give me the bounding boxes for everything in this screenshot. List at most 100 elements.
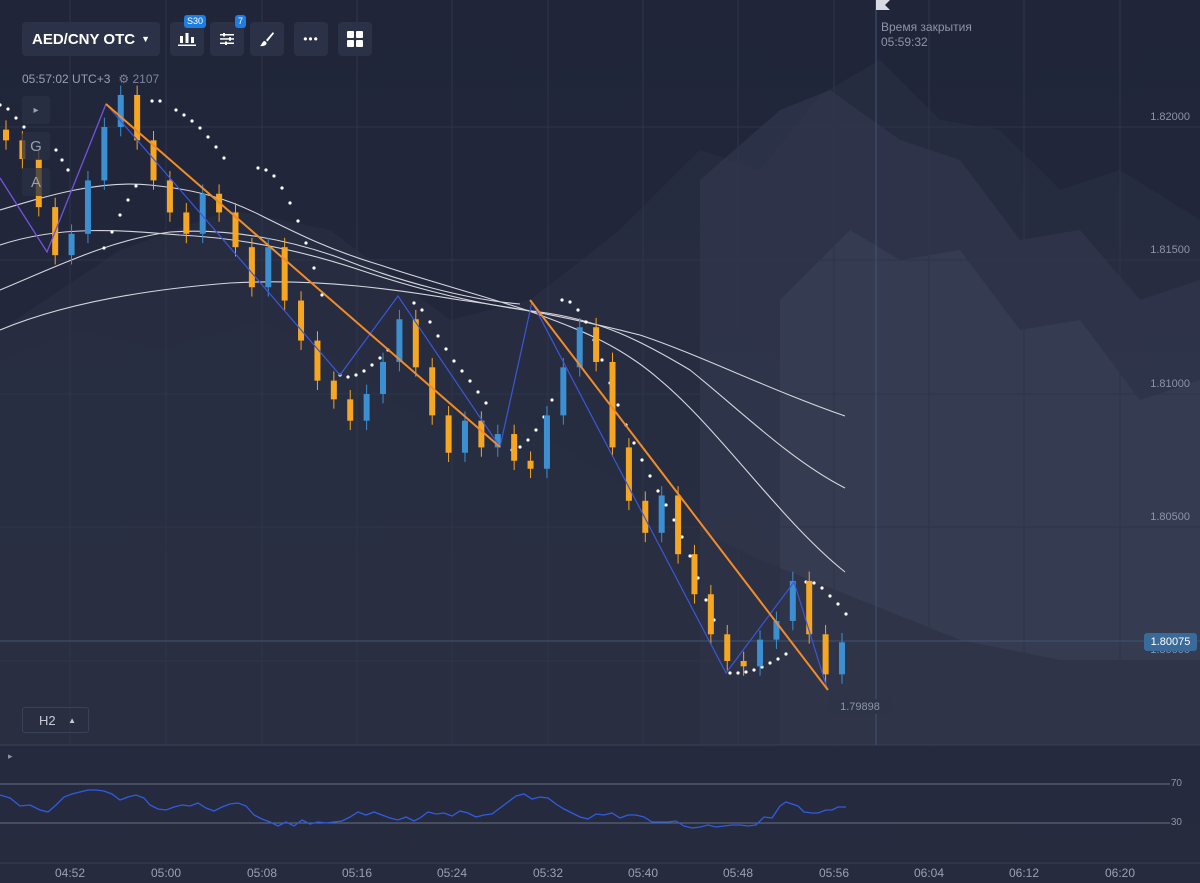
price-axis-label: 1.82000 [1150,111,1190,123]
candle-body [691,554,698,595]
candle-body [84,180,91,234]
candle-body [839,642,845,675]
chart-type-badge: S30 [183,15,206,28]
candle-body [199,193,206,234]
moving-averages [0,183,846,573]
candle-body [265,247,272,288]
tool-a-button[interactable]: A [22,168,50,196]
rsi-level-label: 70 [1170,778,1182,789]
candle-body [707,594,714,635]
candle-body [740,661,747,667]
candle-body [166,180,173,213]
time-axis-label: 05:48 [722,866,754,880]
tool-a-label: A [30,173,41,191]
close-time-label: Время закрытия [881,20,972,34]
flag-icon [876,0,890,10]
drawing-tools-button[interactable] [250,22,284,56]
candle-body [298,300,305,341]
tool-g-button[interactable]: G [22,132,50,160]
indicators-button[interactable]: 7 [210,15,246,56]
candle-body [68,233,75,256]
candle-body [461,420,468,453]
indicators-badge: 7 [234,15,246,28]
chevron-right-icon: ▸ [33,104,39,116]
candle-body [314,340,321,381]
candle-body [527,460,534,469]
candle-body [380,361,387,394]
brush-icon [260,32,274,47]
zigzag-line-left [0,103,107,254]
sliders-icon [220,33,234,45]
server-time-row: 05:57:02 UTC+3 ⚙ 2107 [22,72,159,86]
candle-body [822,634,829,675]
time-axis-label: 06:20 [1104,866,1136,880]
tool-g-label: G [30,137,42,155]
candle-body [150,140,157,181]
candle-body [609,361,616,448]
candle-body [675,495,682,555]
candle-body [232,212,239,248]
current-price-tag: 1.80075 [1144,633,1197,651]
expand-panel-button[interactable]: ▸ [22,96,50,124]
candle-body [183,212,190,234]
candle-body [543,415,550,469]
candle-body [3,129,9,141]
time-axis-label: 05:08 [246,866,278,880]
caret-down-icon: ▼ [141,34,150,44]
time-axis-label: 06:04 [913,866,945,880]
caret-up-icon: ▲ [68,715,76,725]
chart-type-button[interactable]: S30 [170,15,206,56]
time-axis-label: 05:16 [341,866,373,880]
time-axis-label: 05:24 [436,866,468,880]
candle-body [576,327,583,368]
candle-body [117,94,124,127]
candle-body [642,500,649,533]
asset-selector[interactable]: AED/CNY OTC ▼ [22,22,160,56]
timeframe-label: H2 [39,712,56,728]
candle-body [330,380,337,400]
candle-body [412,319,419,368]
candle-body [494,434,501,448]
rsi-panel [0,783,1170,829]
indicator-panel-toggle-icon[interactable]: ▸ [8,751,13,761]
candle-body [281,247,288,301]
time-axis-label: 05:00 [150,866,182,880]
time-axis-label: 05:40 [627,866,659,880]
candle-body [445,415,452,453]
candle-body [429,367,436,416]
candle-body [511,434,518,461]
min-price-tag: 1.79898 [828,699,892,714]
candle-body [773,620,780,640]
candle-body [101,127,108,181]
close-time-value: 05:59:32 [881,35,928,49]
server-time: 05:57:02 UTC+3 [22,72,111,86]
rsi-level-label: 30 [1170,817,1182,828]
online-users-count: 2107 [132,72,160,86]
layout-button[interactable] [338,22,372,56]
candles-icon [178,33,196,46]
candle-body [724,634,731,661]
time-axis-label: 04:52 [54,866,86,880]
price-axis-label: 1.81500 [1150,244,1190,256]
grid-icon [347,31,363,47]
candle-body [625,447,632,501]
candle-body [757,639,764,667]
more-options-button[interactable]: ••• [294,22,328,56]
close-time-info: Время закрытия 05:59:32 [881,20,972,50]
timeframe-selector[interactable]: H2 ▲ [22,707,89,733]
candle-body [134,94,141,141]
time-axis-label: 05:32 [532,866,564,880]
candle-body [560,367,567,416]
candle-body [789,580,796,621]
candle-body [593,327,600,362]
candle-body [363,394,370,421]
online-users: ⚙ 2107 [118,72,159,86]
gear-icon: ⚙ [118,72,130,86]
candle-body [347,399,354,421]
left-tool-panel: ▸ G A [22,96,50,204]
time-axis-label: 05:56 [818,866,850,880]
price-axis-label: 1.81000 [1150,378,1190,390]
price-axis-label: 1.80500 [1150,511,1190,523]
candle-body [396,319,403,362]
